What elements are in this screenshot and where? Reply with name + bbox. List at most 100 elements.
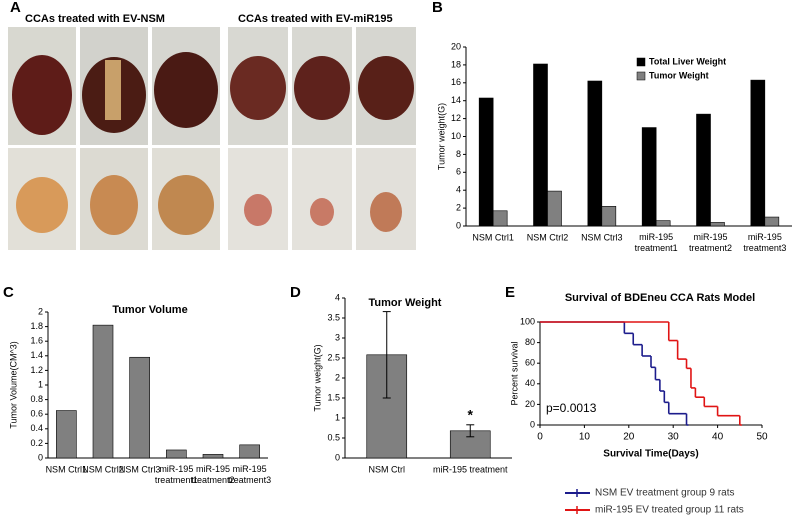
bar	[750, 79, 766, 227]
y-tick-label: 1	[335, 412, 340, 422]
x-tick-label: 10	[579, 432, 591, 443]
label-line: treatment3	[743, 243, 786, 253]
photo-panel: CCAs treated with EV-NSM CCAs treated wi…	[8, 13, 416, 250]
y-tick-label: 0.4	[30, 423, 43, 433]
y-tick-label: 0	[530, 419, 535, 429]
y-tick-label: 4	[335, 292, 340, 302]
bar	[129, 356, 150, 459]
chart-title: Survival of BDEneu CCA Rats Model	[565, 292, 755, 304]
y-tick-label: 1.4	[30, 350, 43, 360]
annotation: p=0.0013	[546, 401, 597, 415]
y-tick-label: 20	[525, 399, 535, 409]
legend-label: NSM EV treatment group 9 rats	[595, 488, 735, 499]
bar	[587, 80, 603, 227]
y-tick-label: 2.5	[327, 352, 340, 362]
photo	[358, 56, 414, 120]
y-tick-label: 100	[520, 316, 535, 326]
x-axis-label: Survival Time(Days)	[603, 449, 698, 460]
panel-letter: A	[10, 0, 21, 16]
bar	[92, 324, 114, 459]
y-tick-label: 1.6	[30, 336, 43, 346]
x-tick-label: NSM Ctrl3	[119, 464, 161, 474]
bar	[166, 449, 187, 459]
y-tick-label: 1.2	[30, 365, 43, 375]
photo	[105, 60, 121, 120]
panel-letter: B	[432, 0, 443, 16]
panel-letter: D	[290, 284, 301, 301]
y-tick-label: 20	[451, 41, 461, 51]
y-tick-label: 2	[38, 306, 43, 316]
y-tick-label: 8	[456, 149, 461, 159]
error-bar	[382, 311, 391, 399]
x-tick-label: NSM Ctrl	[369, 464, 406, 474]
bar	[547, 190, 562, 227]
x-tick-label: 30	[668, 432, 680, 443]
y-tick-label: 1.8	[30, 321, 43, 331]
y-tick-label: 18	[451, 59, 461, 69]
legend-swatch	[636, 71, 646, 81]
legend-swatch	[636, 57, 646, 67]
panel-letter: C	[3, 284, 14, 301]
x-tick-label: NSM Ctrl3	[581, 232, 623, 242]
chart-title: Tumor Volume	[112, 304, 187, 316]
y-tick-label: 1.5	[327, 392, 340, 402]
y-tick-label: 0	[335, 452, 340, 462]
label-line: miR-195	[159, 464, 193, 474]
y-tick-label: 0	[456, 220, 461, 230]
x-tick-label: 0	[537, 432, 543, 443]
chart-title: Tumor Weight	[369, 297, 442, 309]
x-tick-label: NSM Ctrl1	[472, 232, 514, 242]
photo-title: CCAs treated with EV-NSM	[25, 13, 165, 25]
photo	[294, 56, 350, 120]
x-tick-label: 50	[756, 432, 768, 443]
label-line: treatment3	[228, 475, 271, 485]
y-axis-label: Percent survival	[509, 341, 519, 405]
bar	[601, 206, 617, 227]
photo	[230, 56, 286, 120]
x-tick-label: miR-195 treatment2	[689, 232, 732, 253]
x-tick-label: miR-195 treatment3	[228, 464, 271, 485]
label-line: treatment2	[689, 243, 732, 253]
y-tick-label: 3.5	[327, 312, 340, 322]
bar	[655, 220, 671, 227]
y-tick-label: 2	[456, 202, 461, 212]
photo	[310, 198, 334, 226]
y-tick-label: 4	[456, 185, 461, 195]
x-tick-label: miR-195 treatment1	[155, 464, 198, 485]
x-tick-label: miR-195 treatment1	[635, 232, 678, 253]
photo	[370, 192, 402, 232]
photo	[90, 175, 138, 235]
y-tick-label: 0	[38, 452, 43, 462]
y-tick-label: 0.2	[30, 438, 43, 448]
label-line: treatment1	[635, 243, 678, 253]
bar	[641, 127, 657, 227]
panel-letter: E	[505, 284, 515, 301]
y-tick-label: 12	[451, 113, 461, 123]
bar	[710, 222, 725, 227]
y-axis-label: Tumor weight(G)	[436, 103, 446, 170]
bar	[478, 97, 494, 227]
photo	[158, 175, 214, 235]
y-tick-label: 0.5	[327, 432, 340, 442]
label-line: miR-195	[196, 464, 230, 474]
y-axis-label: Tumor weight(G)	[312, 344, 322, 411]
bar	[202, 454, 224, 459]
bar	[492, 210, 508, 227]
x-tick-label: NSM Ctrl2	[82, 464, 124, 474]
label-line: miR-195	[639, 232, 673, 242]
y-tick-label: 60	[525, 358, 535, 368]
x-tick-label: miR-195 treatment2	[191, 464, 234, 485]
label-line: treatment1	[155, 475, 198, 485]
x-tick-label: NSM Ctrl1	[46, 464, 88, 474]
label-line: miR-195	[748, 232, 782, 242]
y-tick-label: 3	[335, 332, 340, 342]
bar	[533, 63, 548, 227]
y-tick-label: 80	[525, 337, 535, 347]
bar	[56, 410, 77, 459]
x-tick-label: NSM Ctrl2	[527, 232, 569, 242]
photo	[12, 55, 72, 135]
bar	[764, 216, 780, 227]
y-axis-label: Tumor Volume(CM^3)	[8, 341, 18, 428]
